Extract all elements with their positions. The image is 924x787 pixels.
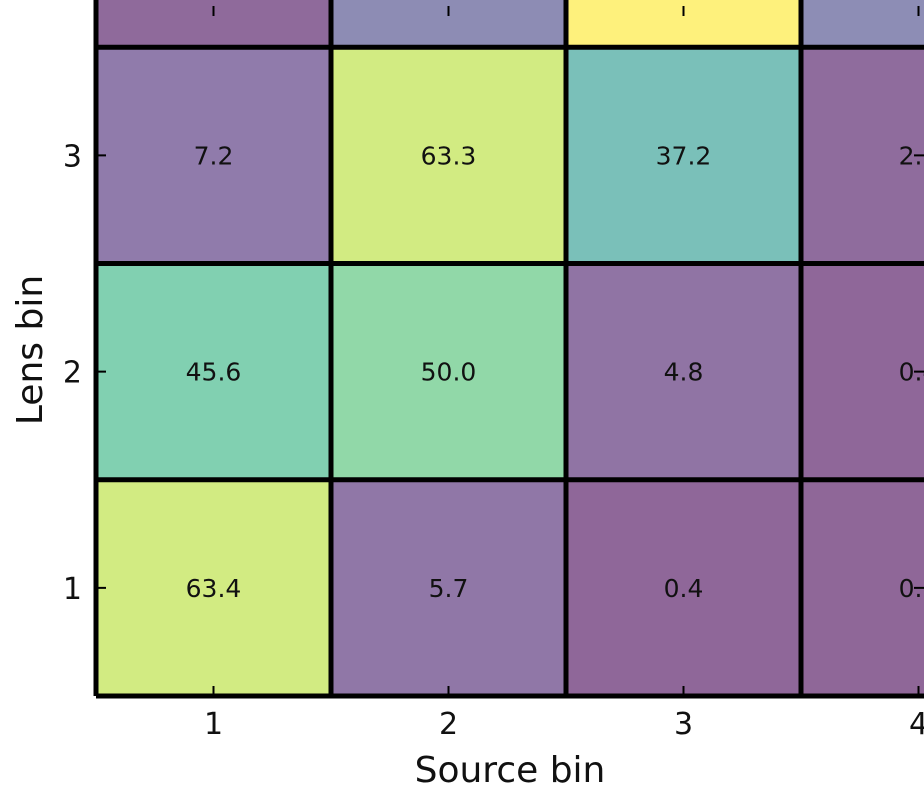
heatmap-cell bbox=[566, 47, 801, 264]
y-tick-label: 2 bbox=[63, 356, 82, 391]
y-axis-label: Lens bin bbox=[10, 275, 51, 425]
y-tick-label: 3 bbox=[63, 139, 82, 174]
heatmap-cell bbox=[801, 47, 924, 264]
heatmap-cell-labels: 63.45.70.40.145.650.04.80.47.263.337.22.… bbox=[186, 141, 924, 603]
x-tick-label: 4 bbox=[909, 707, 924, 742]
heatmap-cell bbox=[331, 263, 566, 480]
heatmap-cell bbox=[566, 263, 801, 480]
x-axis-label: Source bin bbox=[415, 750, 606, 787]
cell-value-label: 50.0 bbox=[421, 358, 477, 387]
heatmap-cell bbox=[801, 263, 924, 480]
cell-value-label: 37.2 bbox=[656, 141, 712, 170]
cell-value-label: 0.4 bbox=[664, 574, 704, 603]
heatmap-cell bbox=[96, 479, 331, 696]
cell-value-label: 5.7 bbox=[429, 574, 469, 603]
heatmap-cell bbox=[96, 47, 331, 264]
cell-value-label: 7.2 bbox=[194, 141, 234, 170]
heatmap-cell bbox=[566, 479, 801, 696]
heatmap-cell bbox=[331, 47, 566, 264]
heatmap-cell bbox=[801, 0, 924, 48]
cell-value-label: 63.3 bbox=[421, 141, 477, 170]
heatmap-grid-lines bbox=[93, 0, 924, 699]
y-tick-label: 1 bbox=[63, 572, 82, 607]
axis-tick-labels: 12341234 bbox=[63, 139, 924, 742]
heatmap-cell bbox=[801, 479, 924, 696]
cell-value-label: 4.8 bbox=[664, 358, 704, 387]
x-tick-label: 1 bbox=[204, 707, 223, 742]
heatmap-cells bbox=[96, 0, 924, 696]
heatmap-cell bbox=[331, 479, 566, 696]
heatmap-cell bbox=[96, 263, 331, 480]
axis-ticks bbox=[96, 6, 924, 696]
cell-value-label: 63.4 bbox=[186, 574, 242, 603]
x-tick-label: 2 bbox=[439, 707, 458, 742]
cell-value-label: 45.6 bbox=[186, 358, 242, 387]
x-tick-label: 3 bbox=[674, 707, 693, 742]
